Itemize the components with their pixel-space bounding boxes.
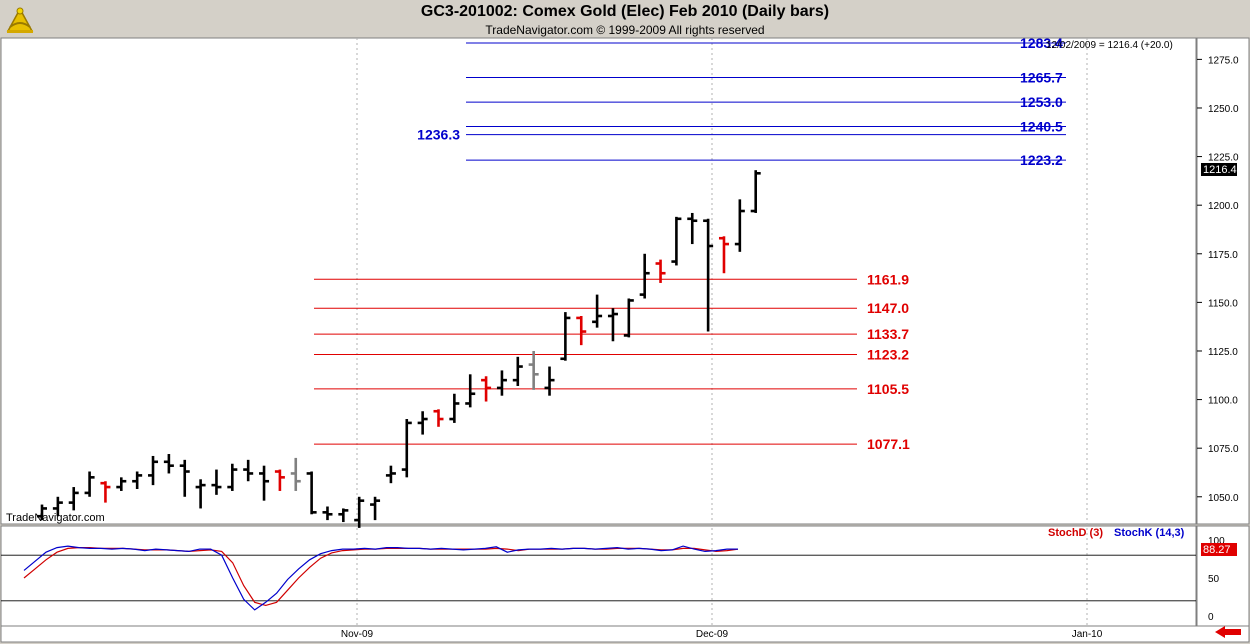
chart-title: GC3-201002: Comex Gold (Elec) Feb 2010 (… <box>420 3 830 20</box>
chart-subtitle: TradeNavigator.com © 1999-2009 All right… <box>485 23 765 37</box>
ohlc-bar <box>322 506 333 521</box>
resistance-label: 1240.5 <box>1020 118 1063 134</box>
ohlc-bar <box>750 170 761 213</box>
price-panel <box>0 37 1197 525</box>
ohlc-bar <box>227 463 238 491</box>
price-tick-label: 1225.0 <box>1208 153 1239 164</box>
ohlc-bar <box>100 481 111 503</box>
price-axis-panel <box>1196 37 1250 525</box>
price-bars <box>37 170 761 528</box>
ohlc-bar <box>290 457 301 491</box>
support-label: 1077.1 <box>867 436 910 452</box>
watermark: TradeNavigator.com <box>6 512 105 524</box>
last-price-tag: 1216.4 <box>1203 164 1237 176</box>
ohlc-bar <box>687 212 698 245</box>
resistance-label: 1253.0 <box>1020 94 1063 110</box>
stoch-tick-label: 50 <box>1208 574 1220 585</box>
ohlc-bar <box>623 298 634 338</box>
ohlc-bar <box>401 419 412 478</box>
support-label: 1123.2 <box>867 346 909 362</box>
stoch-k-legend: StochK (14,3) <box>1114 527 1185 539</box>
support-label: 1105.5 <box>867 381 909 397</box>
resistance-label: 1236.3 <box>417 127 460 143</box>
arrow-left-icon[interactable] <box>1213 625 1243 644</box>
ohlc-bar <box>179 459 190 497</box>
ohlc-bar <box>116 477 127 491</box>
date-axis-labels: Nov-09 Dec-09 Jan-10 <box>341 629 1103 640</box>
ohlc-bar <box>259 465 270 501</box>
price-tick-label: 1275.0 <box>1208 55 1239 66</box>
ohlc-bar <box>655 259 666 283</box>
price-tick-label: 1200.0 <box>1208 201 1239 212</box>
ohlc-bar <box>671 216 682 266</box>
ohlc-bar <box>592 294 603 328</box>
price-tick-label: 1050.0 <box>1208 493 1239 504</box>
sextant-icon <box>4 3 36 40</box>
ohlc-bar <box>560 312 571 361</box>
ohlc-bar <box>703 218 714 332</box>
date-axis-panel <box>0 625 1250 643</box>
ohlc-bar <box>163 454 174 474</box>
ohlc-bar <box>52 496 63 517</box>
ohlc-bar <box>243 459 254 482</box>
ohlc-bar <box>84 471 95 497</box>
stoch-value-tag-bg <box>1201 543 1237 556</box>
support-label: 1147.0 <box>867 300 909 316</box>
ohlc-bar <box>496 370 507 396</box>
ohlc-bar <box>449 393 460 423</box>
ohlc-bar <box>211 469 222 495</box>
support-label: 1133.7 <box>867 326 909 342</box>
ohlc-bar <box>354 496 365 528</box>
date-label: Nov-09 <box>341 629 374 640</box>
date-label: Jan-10 <box>1072 629 1103 640</box>
ohlc-bar <box>433 409 444 427</box>
ohlc-bar <box>417 411 428 435</box>
stoch-value-tag: 88.27 <box>1203 544 1231 556</box>
ohlc-bar <box>639 253 650 299</box>
stoch-k-line <box>23 545 738 611</box>
price-tick-label: 1100.0 <box>1208 396 1238 407</box>
last-price-tag-bg <box>1201 163 1237 176</box>
ohlc-bar <box>718 236 729 274</box>
ohlc-bar <box>370 496 381 521</box>
ohlc-bar <box>68 487 79 511</box>
ohlc-bar <box>274 469 285 491</box>
ohlc-bar <box>576 315 587 346</box>
stoch-tick-label: 100 <box>1208 536 1225 547</box>
ohlc-bar <box>528 350 539 390</box>
ohlc-bar <box>195 479 206 509</box>
last-bar-info: 12/02/2009 = 1216.4 (+20.0) <box>1046 40 1173 51</box>
ohlc-bar <box>512 356 523 386</box>
price-tick-label: 1175.0 <box>1208 250 1238 261</box>
stoch-panel <box>0 525 1197 627</box>
ohlc-bar <box>338 508 349 523</box>
price-tick-label: 1150.0 <box>1208 298 1238 309</box>
ohlc-bar <box>607 308 618 342</box>
ohlc-bar <box>132 471 143 490</box>
resistance-label: 1265.7 <box>1020 69 1063 85</box>
ohlc-bar <box>544 366 555 396</box>
date-label: Dec-09 <box>696 629 729 640</box>
support-label: 1161.9 <box>867 271 909 287</box>
ohlc-bar <box>37 504 47 521</box>
price-tick-label: 1075.0 <box>1208 444 1239 455</box>
resistance-label: 1283.4 <box>1020 35 1063 51</box>
stoch-d-legend: StochD (3) <box>1048 527 1103 539</box>
stochastic-indicator: 100 50 0 <box>1 536 1225 623</box>
ohlc-bar <box>385 465 396 484</box>
vertical-gridlines <box>356 38 1088 626</box>
price-tick-label: 1125.0 <box>1208 347 1238 358</box>
ohlc-bar <box>734 199 745 252</box>
ohlc-bar <box>148 455 159 486</box>
ohlc-bar <box>481 376 492 402</box>
price-tick-label: 1250.0 <box>1208 104 1239 115</box>
resistance-label: 1223.2 <box>1020 152 1063 168</box>
price-levels: 1283.4 1265.7 1253.0 1240.5 1236.3 1223.2 1161… <box>314 35 1066 452</box>
ohlc-bar <box>465 374 476 408</box>
price-axis-ticks: 1050.0 1075.0 1100.0 1125.0 1150.0 1175.0 1200… <box>1197 55 1239 504</box>
stoch-tick-label: 0 <box>1208 612 1214 623</box>
ohlc-bar <box>306 471 317 515</box>
stoch-axis-panel <box>1196 525 1250 627</box>
